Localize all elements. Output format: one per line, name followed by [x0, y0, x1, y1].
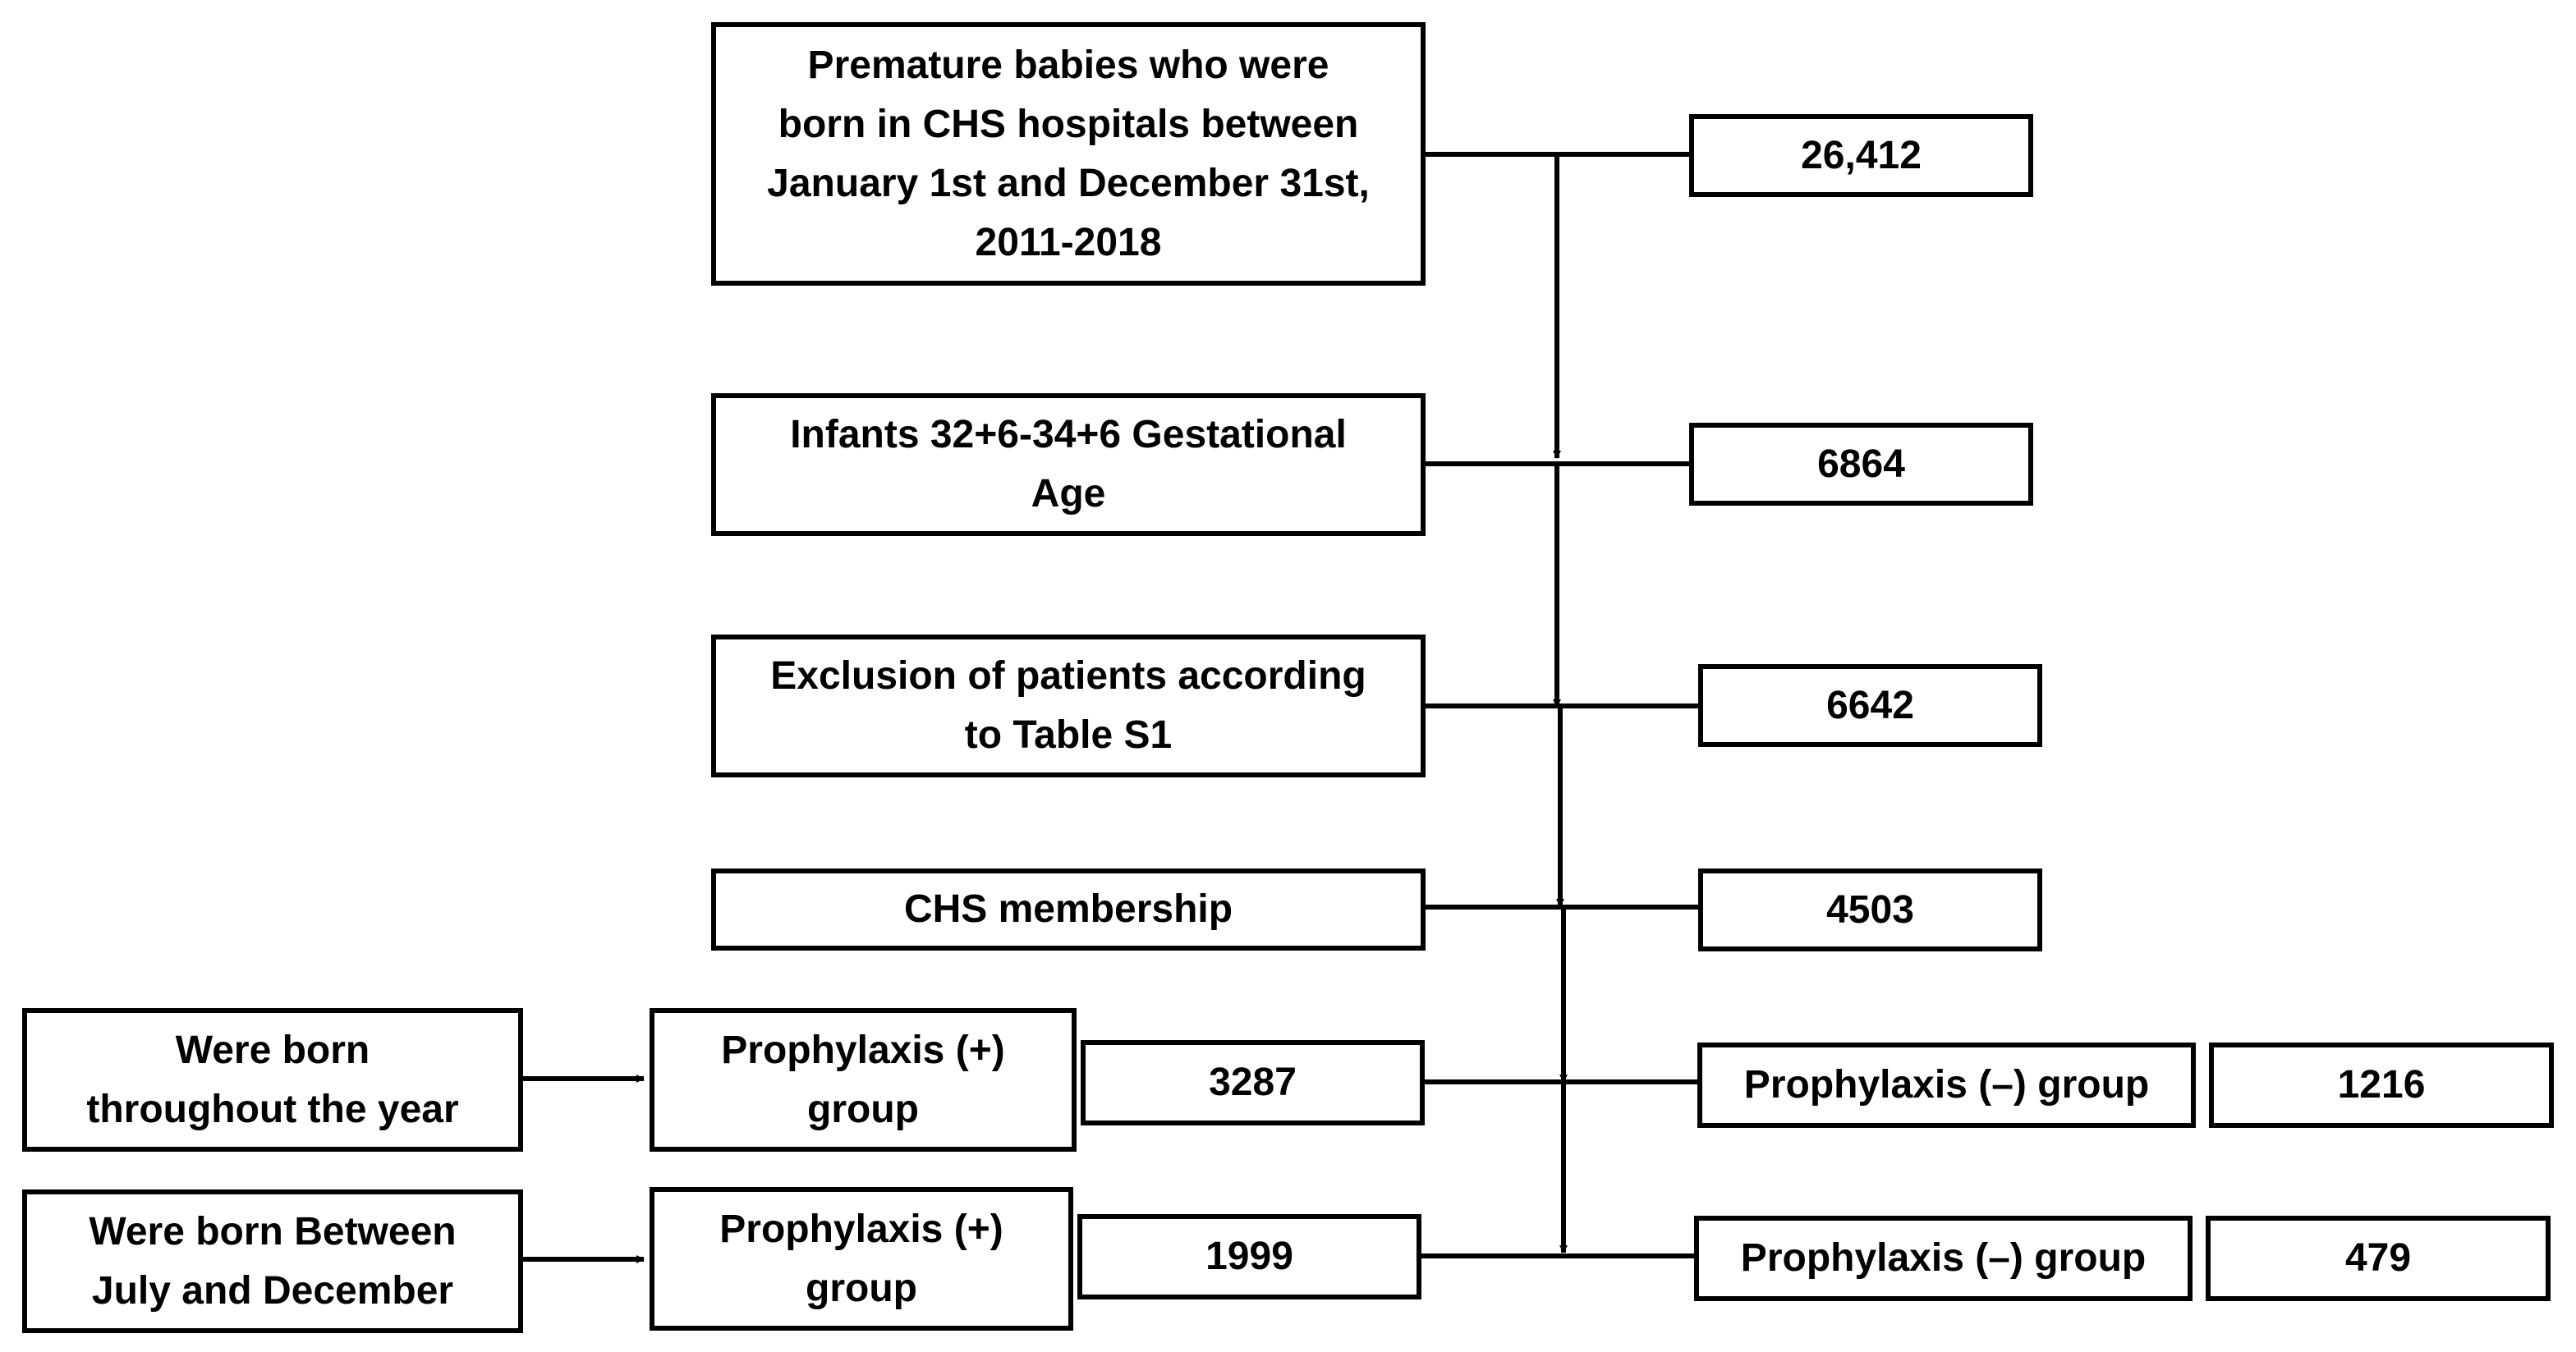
- prophylaxis-neg-july-dec-count: 479: [2206, 1216, 2551, 1301]
- cohort-july-dec-box: Were born Between July and December: [22, 1189, 523, 1333]
- step-premature-babies-box: Premature babies who were born in CHS ho…: [711, 22, 1426, 286]
- step-premature-babies-count: 26,412: [1689, 114, 2033, 197]
- step-exclusion-box: Exclusion of patients according to Table…: [711, 635, 1426, 777]
- step-chs-membership-count: 4503: [1698, 868, 2042, 951]
- step-exclusion-count: 6642: [1698, 664, 2042, 747]
- step-gestational-age-count: 6864: [1689, 423, 2033, 506]
- prophylaxis-pos-full-year-box: Prophylaxis (+) group: [650, 1008, 1077, 1152]
- prophylaxis-pos-july-dec-count: 1999: [1077, 1214, 1421, 1299]
- prophylaxis-pos-full-year-count: 3287: [1081, 1040, 1425, 1125]
- step-gestational-age-box: Infants 32+6-34+6 Gestational Age: [711, 393, 1426, 536]
- prophylaxis-neg-july-dec-box: Prophylaxis (–) group: [1694, 1216, 2193, 1301]
- prophylaxis-pos-july-dec-box: Prophylaxis (+) group: [650, 1187, 1073, 1331]
- cohort-full-year-box: Were born throughout the year: [22, 1008, 523, 1152]
- prophylaxis-neg-full-year-count: 1216: [2209, 1043, 2554, 1128]
- step-chs-membership-box: CHS membership: [711, 868, 1426, 951]
- prophylaxis-neg-full-year-box: Prophylaxis (–) group: [1697, 1043, 2196, 1128]
